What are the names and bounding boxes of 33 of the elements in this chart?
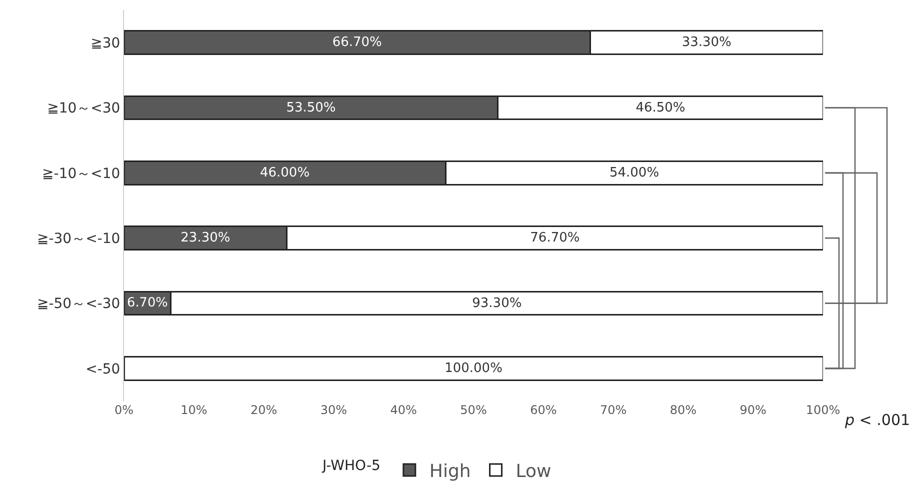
y-tick-label: <-50	[86, 361, 120, 378]
y-tick-label: ≧-30～<-10	[36, 230, 120, 247]
legend-label: Low	[516, 461, 552, 482]
legend-title: J-WHO-5	[322, 458, 380, 474]
x-tick-label: 20%	[250, 403, 278, 417]
data-label: 46.50%	[636, 100, 686, 116]
y-tick-label: ≧-10～<10	[42, 166, 120, 182]
data-label: 46.00%	[260, 165, 310, 180]
bar	[124, 356, 823, 381]
data-label: 33.30%	[682, 35, 732, 50]
x-tick-label: 80%	[670, 403, 697, 417]
x-tick-label: 40%	[390, 403, 417, 417]
data-label: 93.30%	[472, 296, 522, 311]
data-label: 23.30%	[180, 230, 230, 246]
y-tick-label: ≧10～<30	[47, 100, 120, 117]
data-label: 6.70%	[127, 296, 168, 311]
x-tick-label: 0%	[114, 403, 134, 417]
data-label: 54.00%	[609, 165, 660, 180]
text: p < .001	[844, 411, 910, 429]
data-label: 53.50%	[286, 100, 336, 116]
y-tick-label: ≧-50～<-30	[36, 296, 120, 312]
y-tick-label: ≧30	[90, 35, 120, 52]
x-tick-label: 70%	[600, 403, 627, 417]
legend-label: High	[429, 461, 471, 482]
x-tick-label: 90%	[740, 403, 766, 417]
x-tick-label: 10%	[180, 403, 208, 417]
x-tick-label: 100%	[806, 403, 840, 417]
x-tick-label: 60%	[530, 403, 557, 417]
x-tick-label: 30%	[320, 403, 348, 417]
data-label: 76.70%	[530, 230, 580, 246]
data-label: 66.70%	[332, 35, 382, 50]
x-tick-label: 50%	[460, 403, 487, 417]
data-label: 100.00%	[444, 360, 502, 376]
